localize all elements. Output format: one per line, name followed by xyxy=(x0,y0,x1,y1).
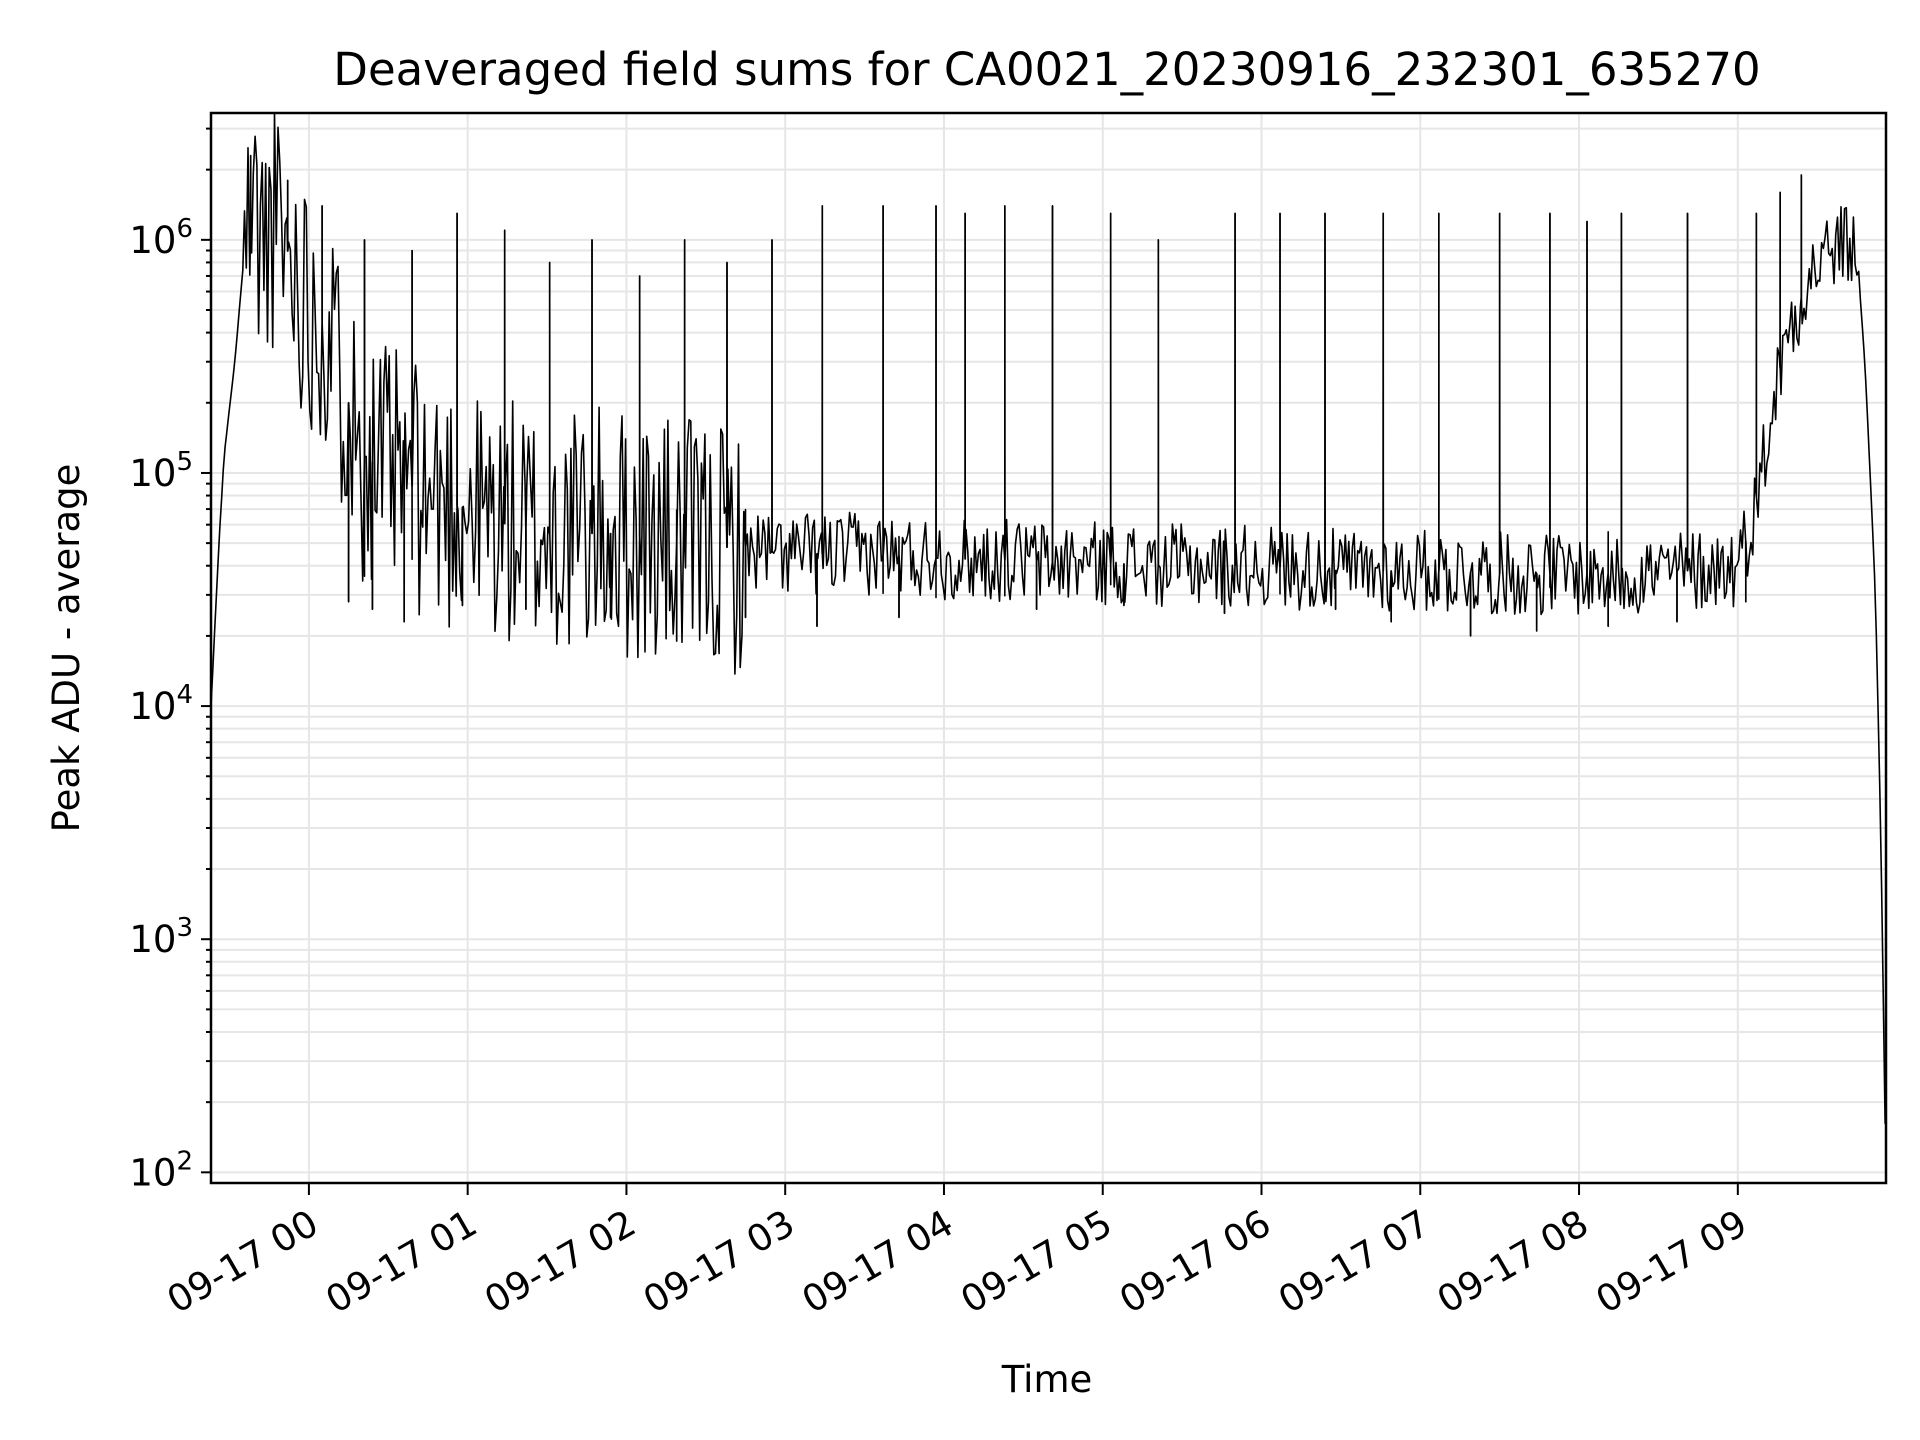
y-tick-exponent: 6 xyxy=(176,214,193,244)
plot-frame xyxy=(209,111,1888,1185)
y-tick-base: 10 xyxy=(129,1151,176,1194)
chart-title: Deaveraged field sums for CA0021_2023091… xyxy=(333,43,1760,96)
x-tick-label: 09-17 05 xyxy=(954,1202,1120,1322)
x-tick-label: 09-17 00 xyxy=(160,1202,326,1322)
x-tick-label: 09-17 04 xyxy=(795,1202,961,1322)
y-tick-label: 105 xyxy=(129,447,193,495)
y-tick-base: 10 xyxy=(129,452,176,495)
y-tick-exponent: 3 xyxy=(176,913,193,943)
x-tick-label: 09-17 07 xyxy=(1271,1202,1437,1322)
y-tick-base: 10 xyxy=(129,918,176,961)
x-tick-label: 09-17 01 xyxy=(319,1202,485,1322)
y-tick-exponent: 5 xyxy=(176,447,193,477)
x-axis-label: Time xyxy=(1001,1358,1093,1401)
series-layer xyxy=(210,112,1886,1124)
x-tick-label: 09-17 06 xyxy=(1112,1202,1278,1322)
x-tick-label: 09-17 09 xyxy=(1589,1202,1755,1322)
y-axis-label: Peak ADU - average xyxy=(45,464,88,833)
y-tick-label: 102 xyxy=(129,1146,193,1194)
y-tick-base: 10 xyxy=(129,685,176,728)
x-tick-label: 09-17 08 xyxy=(1430,1202,1596,1322)
y-tick-label: 103 xyxy=(129,913,193,961)
series-line xyxy=(210,112,1886,1124)
x-tick-label: 09-17 03 xyxy=(636,1202,802,1322)
y-tick-label: 106 xyxy=(129,214,193,262)
y-tick-label: 104 xyxy=(129,680,193,728)
grid xyxy=(211,113,1886,1183)
x-tick-label: 09-17 02 xyxy=(477,1202,643,1322)
y-tick-exponent: 4 xyxy=(176,680,193,710)
y-tick-exponent: 2 xyxy=(176,1146,193,1176)
y-tick-base: 10 xyxy=(129,219,176,262)
